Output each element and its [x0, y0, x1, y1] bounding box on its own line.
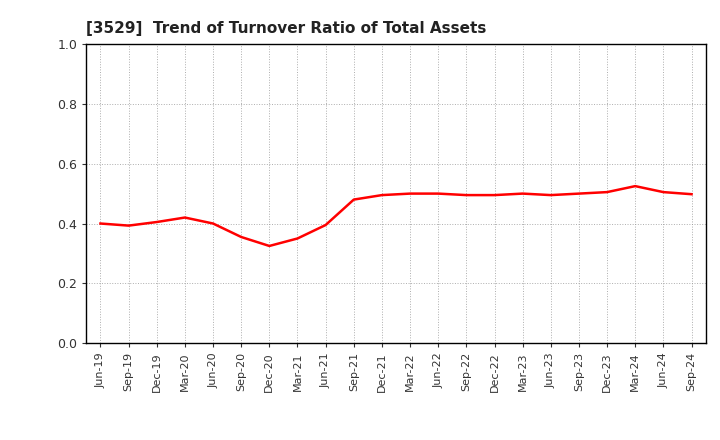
- Text: [3529]  Trend of Turnover Ratio of Total Assets: [3529] Trend of Turnover Ratio of Total …: [86, 21, 487, 36]
